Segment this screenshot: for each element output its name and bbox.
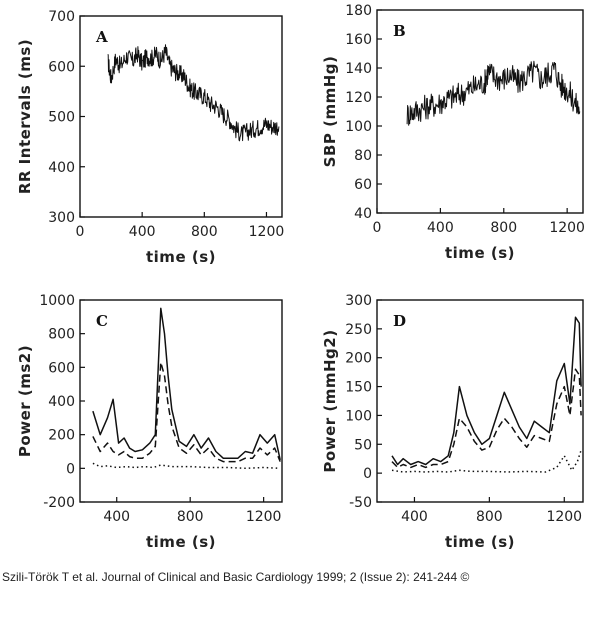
panel-b: 0 400 800 1200 40 60 80 100 120 140 160 180 time (s)… xyxy=(321,3,585,262)
x-tick-label: 1200 xyxy=(246,509,282,525)
y-tick-label: 1000 xyxy=(39,293,75,309)
y-tick-label: -200 xyxy=(43,495,75,511)
panel-letter: B xyxy=(393,22,406,40)
panel-d: 400 800 1200 -50 0 50 100 150 200 250 300 time (s) P… xyxy=(321,293,584,551)
x-axis-label: time (s) xyxy=(445,533,515,551)
y-tick-label: 200 xyxy=(48,428,75,444)
x-tick-label: 0 xyxy=(76,224,85,240)
series-line-dashed xyxy=(391,368,582,469)
x-tick-label: 0 xyxy=(373,220,382,236)
x-tick-label: 800 xyxy=(177,509,204,525)
panel-letter: C xyxy=(96,312,108,330)
y-tick-label: 120 xyxy=(345,90,372,106)
y-tick-label: 600 xyxy=(48,59,75,75)
x-tick-label: 400 xyxy=(401,509,428,525)
y-tick-label: 140 xyxy=(345,61,372,77)
series-line-solid xyxy=(92,307,281,461)
series-line-solid xyxy=(406,60,581,126)
panel-a: 0 400 800 1200 300 400 500 600 700 time (s) RR Int… xyxy=(16,9,284,266)
y-tick-label: 300 xyxy=(48,210,75,226)
panel-c: 400 800 1200 -200 0 200 400 600 800 1000 time (s) P… xyxy=(16,293,283,551)
plot-frame xyxy=(79,299,283,503)
x-axis-label: time (s) xyxy=(146,533,216,551)
y-tick-label: 180 xyxy=(345,3,372,19)
y-tick-label: 150 xyxy=(345,380,372,396)
y-axis-label: SBP (mmHg) xyxy=(321,56,339,168)
series-line-dashed xyxy=(92,361,281,463)
y-tick-label: 100 xyxy=(345,408,372,424)
x-axis-label: time (s) xyxy=(146,248,216,266)
x-tick-label: 1200 xyxy=(549,220,585,236)
y-tick-label: 200 xyxy=(345,351,372,367)
y-tick-label: 160 xyxy=(345,32,372,48)
y-tick-label: 60 xyxy=(354,177,372,193)
x-tick-label: 1200 xyxy=(546,509,582,525)
x-axis-label: time (s) xyxy=(445,244,515,262)
plot-frame xyxy=(79,15,283,218)
plot-frame xyxy=(376,299,584,503)
citation-text: Szili-Török T et al. Journal of Clinical… xyxy=(2,570,470,584)
y-tick-label: 500 xyxy=(48,110,75,126)
y-tick-label: 0 xyxy=(66,461,75,477)
series-line-solid xyxy=(107,44,280,142)
y-tick-label: -50 xyxy=(349,495,372,511)
y-tick-label: 800 xyxy=(48,327,75,343)
x-tick-label: 400 xyxy=(427,220,454,236)
y-tick-label: 300 xyxy=(345,293,372,309)
y-tick-label: 0 xyxy=(363,466,372,482)
x-tick-label: 400 xyxy=(103,509,130,525)
y-tick-label: 400 xyxy=(48,160,75,176)
y-axis-label: RR Intervals (ms) xyxy=(16,39,34,194)
series-line-dotted xyxy=(391,449,582,473)
series-line-solid xyxy=(391,316,582,466)
y-axis-label: Power (ms2) xyxy=(16,345,34,457)
panel-letter: A xyxy=(95,28,108,46)
y-tick-label: 600 xyxy=(48,360,75,376)
x-tick-label: 1200 xyxy=(249,224,285,240)
y-tick-label: 40 xyxy=(354,206,372,222)
plot-frame xyxy=(376,9,584,214)
series-line-dotted xyxy=(92,462,281,470)
x-tick-label: 800 xyxy=(490,220,517,236)
y-tick-label: 50 xyxy=(354,437,372,453)
y-tick-label: 80 xyxy=(354,148,372,164)
x-tick-label: 800 xyxy=(476,509,503,525)
panel-letter: D xyxy=(393,312,406,330)
y-axis-label: Power (mmHg2) xyxy=(321,329,339,472)
y-tick-label: 700 xyxy=(48,9,75,25)
y-tick-label: 250 xyxy=(345,322,372,338)
y-tick-label: 400 xyxy=(48,394,75,410)
x-tick-label: 800 xyxy=(191,224,218,240)
x-tick-label: 400 xyxy=(129,224,156,240)
y-tick-label: 100 xyxy=(345,119,372,135)
